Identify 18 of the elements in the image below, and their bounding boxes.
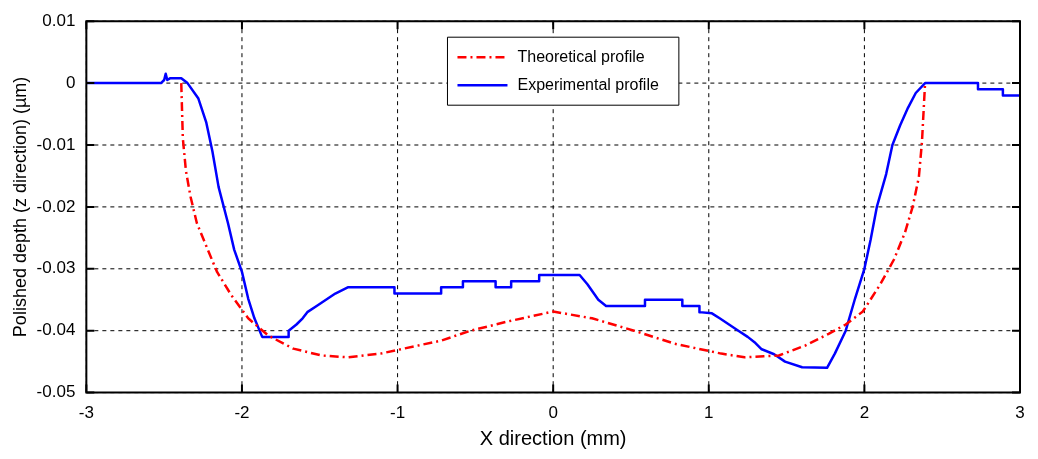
y-tick-label: 0.01: [42, 10, 76, 30]
x-tick-label: 3: [1015, 403, 1025, 423]
y-tick-label: -0.04: [36, 320, 76, 340]
legend-label: Experimental profile: [517, 75, 659, 93]
x-axis-title: X direction (mm): [479, 426, 627, 449]
x-tick-label: -3: [78, 403, 94, 423]
legend-label: Theoretical profile: [517, 47, 645, 65]
x-tick-label: 0: [548, 403, 558, 423]
x-tick-label: -1: [390, 403, 406, 423]
y-tick-label: -0.02: [36, 196, 76, 216]
y-axis-title: Polished depth (z direction) (µm): [9, 76, 30, 338]
x-tick-label: 2: [859, 403, 870, 423]
y-tick-label: -0.01: [36, 134, 76, 154]
y-tick-label: -0.03: [36, 258, 76, 278]
y-tick-label: -0.05: [36, 382, 76, 402]
y-tick-label: 0: [65, 72, 76, 92]
x-tick-label: -2: [234, 403, 250, 423]
x-tick-label: 1: [704, 403, 714, 423]
